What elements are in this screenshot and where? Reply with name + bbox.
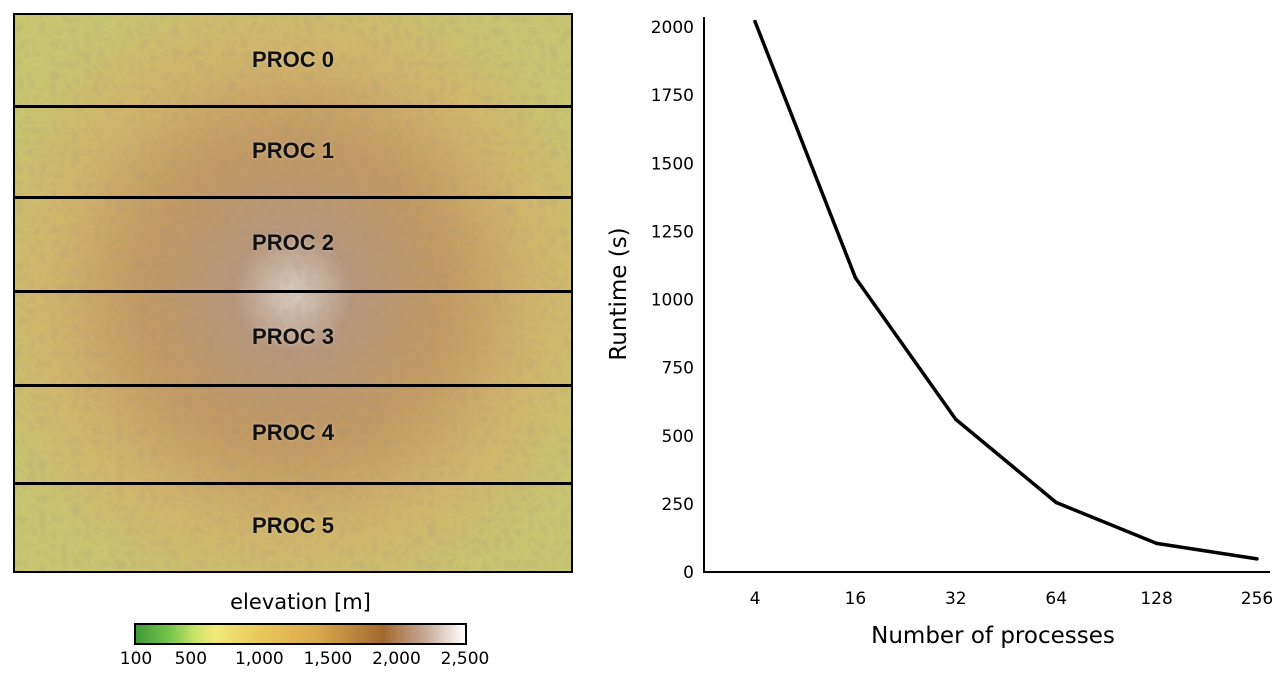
band-label: PROC 1 xyxy=(252,137,334,163)
x-axis-ticks: 4 16 32 64 128 256 xyxy=(750,589,1272,609)
y-tick-label: 1000 xyxy=(651,291,694,311)
y-tick-label: 0 xyxy=(683,563,694,583)
band-proc-4: PROC 4 xyxy=(15,385,571,483)
y-tick-label: 1750 xyxy=(651,86,694,106)
data-point xyxy=(853,275,858,280)
x-axis-title: Number of processes xyxy=(871,623,1115,649)
x-tick-label: 16 xyxy=(845,589,867,609)
y-tick-label: 750 xyxy=(662,359,694,379)
y-tick-label: 250 xyxy=(662,495,694,515)
band-proc-2: PROC 2 xyxy=(15,197,571,291)
band-proc-5: PROC 5 xyxy=(15,483,571,571)
colorbar-tick-label: 2,500 xyxy=(440,649,490,669)
terrain-image xyxy=(15,15,571,571)
band-divider xyxy=(15,289,571,293)
colorbar-title: elevation [m] xyxy=(230,590,371,614)
band-label: PROC 0 xyxy=(252,46,334,72)
band-proc-1: PROC 1 xyxy=(15,106,571,197)
y-axis-ticks: 0 250 500 750 1000 1250 1500 1750 2000 xyxy=(651,18,694,583)
data-point xyxy=(753,19,757,24)
colorbar-tick-label: 100 xyxy=(119,649,153,669)
runtime-series-line xyxy=(753,20,1258,561)
y-axis-title: Runtime (s) xyxy=(606,227,632,360)
runtime-line-chart: 0 250 500 750 1000 1250 1500 1750 2000 4 16 32 64 12… xyxy=(606,17,1272,649)
domain-decomposition-map: PROC 0 PROC 1 PROC 2 PROC 3 PROC 4 PROC 5 xyxy=(13,13,573,573)
band-divider xyxy=(15,104,571,108)
band-divider xyxy=(15,481,571,485)
colorbar-tick-label: 1,500 xyxy=(303,649,353,669)
data-points xyxy=(753,19,1259,561)
band-proc-3: PROC 3 xyxy=(15,291,571,385)
band-label: PROC 5 xyxy=(252,513,334,538)
band-label: PROC 2 xyxy=(252,230,334,255)
x-tick-label: 128 xyxy=(1140,589,1172,609)
elevation-colorbar xyxy=(134,623,467,645)
x-tick-label: 64 xyxy=(1045,589,1067,609)
x-tick-label: 32 xyxy=(945,589,967,609)
y-tick-label: 500 xyxy=(662,427,694,447)
y-tick-label: 1250 xyxy=(651,222,694,242)
y-tick-label: 1500 xyxy=(651,154,694,174)
data-point xyxy=(954,417,958,422)
band-proc-0: PROC 0 xyxy=(15,15,571,106)
band-label: PROC 3 xyxy=(252,324,334,349)
x-tick-label: 256 xyxy=(1241,589,1272,609)
colorbar-tick-label: 1,000 xyxy=(235,649,284,669)
colorbar-tick-label: 2,000 xyxy=(372,649,421,669)
colorbar-tick-label: 500 xyxy=(174,649,208,669)
y-tick-label: 2000 xyxy=(651,18,694,38)
band-divider xyxy=(15,195,571,199)
x-tick-label: 4 xyxy=(750,589,761,609)
data-point xyxy=(1255,557,1259,561)
data-point xyxy=(1154,541,1159,546)
band-divider xyxy=(15,383,571,387)
data-point xyxy=(1054,500,1058,505)
band-label: PROC 4 xyxy=(252,420,334,445)
